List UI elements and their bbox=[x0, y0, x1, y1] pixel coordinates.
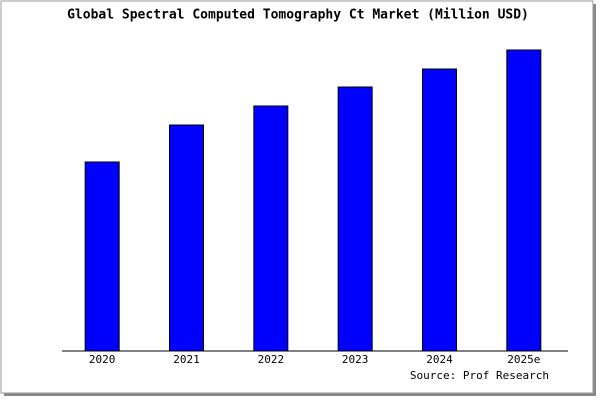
x-tick-label: 2021 bbox=[173, 353, 200, 366]
bar bbox=[84, 161, 120, 352]
x-tick-label: 2023 bbox=[342, 353, 369, 366]
x-tick-label: 2022 bbox=[258, 353, 285, 366]
x-tick-label: 2024 bbox=[426, 353, 453, 366]
x-tick-label: 2025e bbox=[507, 353, 540, 366]
bar bbox=[422, 68, 457, 352]
chart-title: Global Spectral Computed Tomography Ct M… bbox=[67, 8, 529, 23]
x-tick-label: 2020 bbox=[89, 353, 116, 366]
bar bbox=[506, 49, 542, 352]
plot-area bbox=[62, 48, 568, 351]
bar bbox=[253, 105, 289, 352]
source: Source: Prof Research bbox=[410, 369, 549, 382]
bar bbox=[337, 86, 373, 352]
bar bbox=[169, 124, 204, 352]
